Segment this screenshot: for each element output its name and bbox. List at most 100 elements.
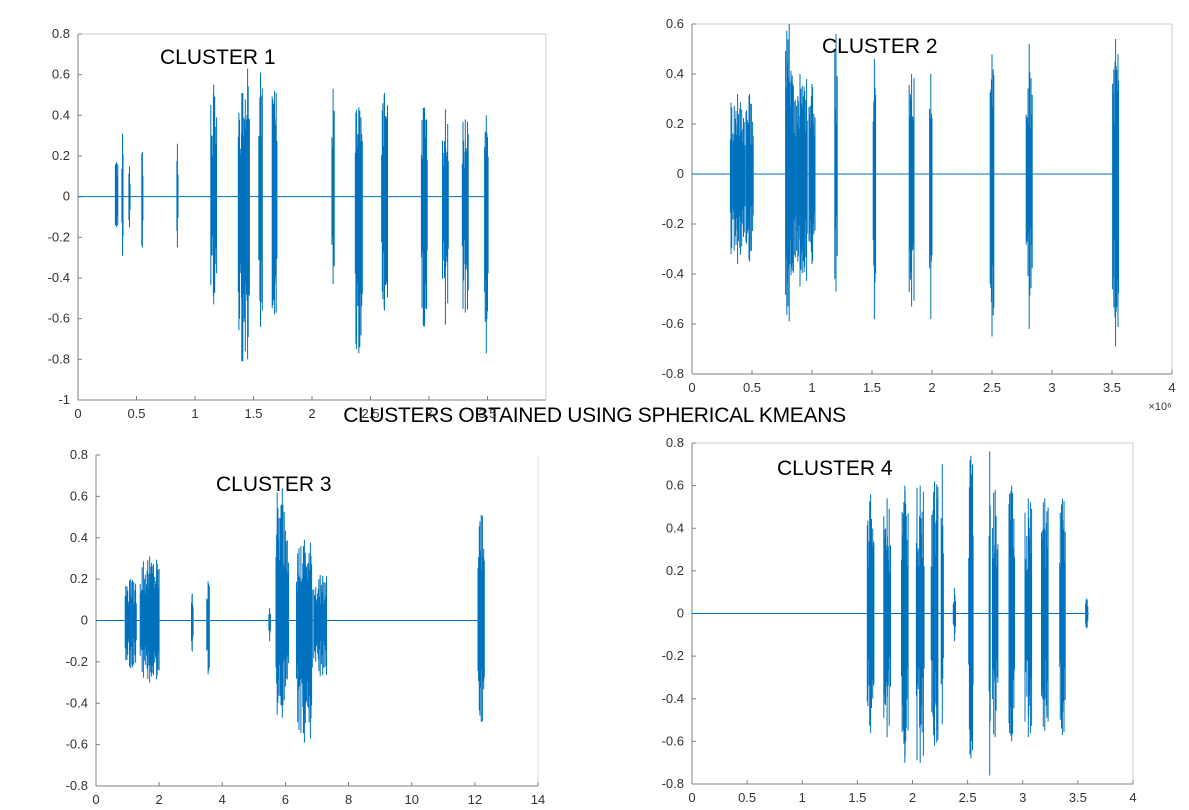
y-tick-label: -0.6 (662, 316, 684, 331)
x-tick-label: 2 (156, 792, 163, 807)
x-tick-label: 0.5 (127, 406, 145, 421)
signal-burst (381, 93, 388, 311)
cluster-title: CLUSTER 4 (777, 457, 893, 480)
signal-burst (461, 119, 469, 313)
signal-burst (883, 498, 891, 738)
x-tick-label: 2 (308, 406, 315, 421)
cluster-title: CLUSTER 3 (216, 473, 332, 496)
y-tick-label: 0.2 (666, 563, 684, 578)
signal-burst (210, 84, 218, 305)
x-tick-label: 3.5 (478, 406, 496, 421)
signal-burst (1041, 498, 1049, 731)
signal-burst (940, 464, 944, 725)
signal-burst (1025, 44, 1033, 329)
x-tick-label: 1 (191, 406, 198, 421)
y-tick-label: 0.2 (70, 571, 88, 586)
x-tick-label: 2.5 (361, 406, 379, 421)
signal-burst (1024, 498, 1033, 738)
y-tick-label: -0.4 (662, 691, 684, 706)
signal-burst (1085, 598, 1089, 629)
x-tick-label: 2.5 (959, 790, 977, 805)
y-tick-label: 0.6 (666, 478, 684, 493)
y-tick-label: -0.8 (662, 776, 684, 791)
x-tick-label: 4 (1168, 380, 1175, 395)
x-tick-label: 3 (1048, 380, 1055, 395)
y-tick-label: 0.2 (52, 148, 70, 163)
signal-burst (484, 115, 489, 354)
signal-burst (915, 485, 925, 763)
signal-burst (968, 455, 974, 759)
y-tick-label: -0.6 (662, 733, 684, 748)
y-tick-label: 0.8 (666, 435, 684, 450)
signal-burst (114, 162, 119, 228)
y-tick-label: 0 (677, 166, 684, 181)
y-tick-label: -0.4 (66, 695, 88, 710)
signal-burst (420, 107, 428, 327)
x-tick-label: 8 (345, 792, 352, 807)
signal-burst (834, 34, 838, 292)
y-tick-label: 0.4 (70, 530, 88, 545)
signal-burst (124, 579, 137, 669)
x-tick-label: 4 (219, 792, 226, 807)
signal-burst (901, 485, 909, 763)
signal-burst (128, 166, 131, 228)
signal-burst (989, 54, 995, 337)
signal-burst (988, 451, 991, 776)
signal-burst (206, 581, 210, 675)
x-tick-label: 0 (688, 380, 695, 395)
signal-burst (929, 74, 933, 319)
x-tick-label: 6 (282, 792, 289, 807)
signal-burst (271, 90, 278, 315)
signal-burst (991, 489, 999, 738)
x-tick-label: 3 (425, 406, 432, 421)
signal-burst (354, 107, 363, 354)
x-tick-label: 12 (468, 792, 482, 807)
x-tick-label: 1 (808, 380, 815, 395)
x-tick-label: 1.5 (244, 406, 262, 421)
signal-burst (952, 587, 956, 642)
signal-burst (930, 481, 939, 746)
signal-burst (808, 84, 816, 264)
y-tick-label: 0.6 (666, 16, 684, 31)
y-tick-label: 0.4 (52, 107, 70, 122)
axes: 0.6 0.4 0.2 0 -0.2 -0.4 -0.6 -0.8 0 0.5 1 1.5 2 2.5 3 3… (662, 16, 1176, 413)
signal-burst (275, 488, 290, 718)
x-tick-label: 10 (404, 792, 418, 807)
y-tick-label: 0.8 (70, 447, 88, 462)
y-tick-label: -0.6 (48, 311, 70, 326)
signal-burst (1112, 39, 1120, 347)
cluster-title: CLUSTER 1 (160, 46, 276, 69)
axes: 0.8 0.6 0.4 0.2 0 -0.2 -0.4 -0.6 -0.8 0 0.5 1 1.5 2 2.… (662, 435, 1137, 805)
signal-burst (139, 556, 160, 683)
y-tick-label: -0.2 (662, 648, 684, 663)
signal-burst (792, 74, 808, 287)
x-tick-label: 1.5 (848, 790, 866, 805)
y-tick-label: -0.8 (48, 351, 70, 366)
x-exponent-label: ×10⁶ (1148, 401, 1171, 413)
y-tick-label: 0.2 (666, 116, 684, 131)
x-tick-label: 1 (799, 790, 806, 805)
x-tick-label: 0 (92, 792, 99, 807)
y-tick-label: 0.6 (70, 488, 88, 503)
signal-burst (237, 93, 246, 362)
signal-burst (866, 494, 875, 733)
x-tick-label: 2.5 (983, 380, 1001, 395)
x-tick-label: 14 (531, 792, 545, 807)
x-tick-label: 3 (1019, 790, 1026, 805)
signal-burst (1059, 498, 1066, 735)
signal-burst (1008, 485, 1015, 742)
y-tick-label: 0.6 (52, 67, 70, 82)
x-tick-label: 2 (909, 790, 916, 805)
y-tick-label: -0.2 (66, 654, 88, 669)
signal-burst (121, 133, 124, 256)
y-tick-label: 0 (63, 189, 70, 204)
signal-burst (245, 68, 250, 360)
y-tick-label: -0.8 (662, 366, 684, 381)
axes: 0.8 0.6 0.4 0.2 0 -0.2 -0.4 -0.6 -0.8 -1 0 0.5 1 1.5 2… (48, 26, 547, 421)
y-tick-label: -1 (58, 392, 70, 407)
x-tick-label: 0 (688, 790, 695, 805)
signal-burst (313, 575, 327, 677)
